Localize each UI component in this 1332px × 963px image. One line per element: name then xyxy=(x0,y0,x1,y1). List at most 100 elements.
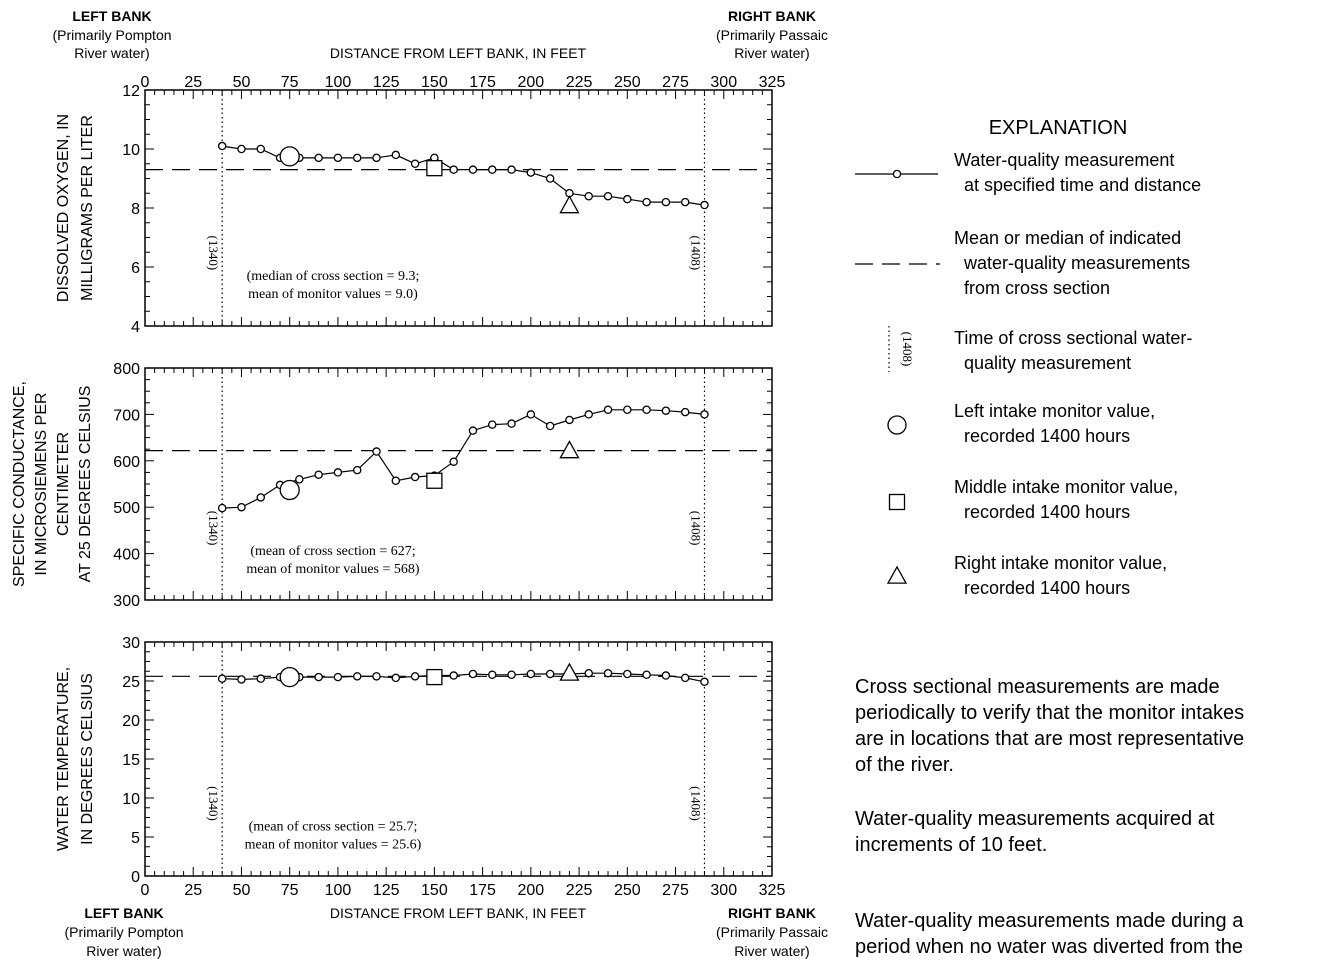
data-point xyxy=(603,668,613,678)
middle-monitor-marker xyxy=(426,160,443,177)
data-point xyxy=(700,410,709,419)
right-bank-label-bottom: RIGHT BANK xyxy=(728,905,816,921)
right-monitor-marker xyxy=(559,662,580,681)
data-point xyxy=(410,472,420,482)
data-point xyxy=(352,465,362,475)
data-point xyxy=(526,168,536,177)
left-bank-sub2-bottom: River water) xyxy=(86,943,161,959)
y-tick-label: 300 xyxy=(113,593,140,610)
time-end-label: (1408) xyxy=(688,236,703,271)
x-tick-label: 75 xyxy=(281,882,299,899)
data-point xyxy=(488,165,497,174)
right-bank-sub2-top: River water) xyxy=(734,45,809,61)
x-tick-label: 50 xyxy=(233,882,251,899)
data-point xyxy=(468,165,478,174)
y-axis-label: IN MICROSIEMENS PER xyxy=(33,392,50,575)
data-point xyxy=(449,165,458,174)
x-tick-label: 125 xyxy=(373,882,400,899)
note-increments: Water-quality measurements acquired at i… xyxy=(855,806,1214,858)
data-point xyxy=(661,671,671,680)
left-bank-sub1-top: (Primarily Pompton xyxy=(52,27,171,43)
middle-monitor-marker xyxy=(426,668,443,686)
data-point xyxy=(507,165,516,174)
data-point xyxy=(488,670,497,680)
data-point xyxy=(642,670,651,680)
data-point xyxy=(391,150,401,160)
data-point xyxy=(217,674,227,683)
data-point xyxy=(449,671,458,680)
legend-text: from cross section xyxy=(964,278,1110,298)
y-axis-label: AT 25 DEGREES CELSIUS xyxy=(77,386,94,583)
data-point xyxy=(623,405,632,415)
x-tick-label: 225 xyxy=(566,882,593,899)
data-point xyxy=(468,669,478,679)
note-line: increments of 10 feet. xyxy=(855,834,1048,856)
right-bank-sub1-bottom: (Primarily Passaic xyxy=(716,924,828,940)
data-point xyxy=(507,670,516,680)
x-tick-label: 275 xyxy=(662,74,689,91)
left-monitor-marker xyxy=(279,666,300,688)
y-axis-label: DISSOLVED OXYGEN, IN xyxy=(55,114,72,302)
left-bank-label-bottom: LEFT BANK xyxy=(84,905,163,921)
data-point xyxy=(333,153,343,163)
legend-text: recorded 1400 hours xyxy=(964,502,1130,522)
data-point xyxy=(237,675,246,684)
x-tick-label: 25 xyxy=(184,882,202,899)
data-point xyxy=(372,153,381,163)
note-line: Water-quality measurements made during a xyxy=(855,910,1244,932)
legend-item-dashed-line: Mean or median of indicated water-quality… xyxy=(855,228,1190,298)
legend-item-circle: Left intake monitor value, recorded 1400 … xyxy=(887,401,1155,446)
y-tick-label: 5 xyxy=(131,830,140,847)
x-tick-label: 300 xyxy=(710,882,737,899)
explanation-legend: EXPLANATION Water-quality measurement at … xyxy=(855,117,1201,598)
data-point xyxy=(410,672,420,681)
data-point xyxy=(680,673,690,683)
x-tick-label: 200 xyxy=(517,882,544,899)
x-tick-label: 300 xyxy=(710,74,737,91)
y-tick-label: 6 xyxy=(131,260,140,277)
x-tick-label: 100 xyxy=(325,74,352,91)
legend-text: Right intake monitor value, xyxy=(954,553,1167,573)
plot-frame xyxy=(144,89,773,327)
data-point xyxy=(217,503,227,513)
time-end-label: (1408) xyxy=(688,786,703,821)
x-tick-label: 150 xyxy=(421,74,448,91)
annotation-line: mean of monitor values = 9.0) xyxy=(248,287,418,302)
note-diversion: Water-quality measurements made during a… xyxy=(855,908,1243,960)
data-point xyxy=(680,197,690,207)
data-point xyxy=(565,415,574,425)
x-tick-label: 200 xyxy=(517,74,544,91)
y-tick-label: 15 xyxy=(122,752,140,769)
legend-square-symbol xyxy=(888,493,906,511)
legend-item-line-with-dots: Water-quality measurement at specified ti… xyxy=(855,150,1201,195)
y-tick-label: 600 xyxy=(113,454,140,471)
left-bank-label-top: LEFT BANK xyxy=(72,8,151,24)
left-monitor-marker xyxy=(279,146,300,167)
data-point xyxy=(314,470,323,479)
data-point xyxy=(603,405,613,415)
x-tick-label: 225 xyxy=(566,74,593,91)
data-point xyxy=(333,672,343,682)
data-point xyxy=(352,672,362,681)
data-point xyxy=(295,475,304,484)
left-monitor-marker xyxy=(279,479,300,501)
data-point xyxy=(391,673,401,683)
y-tick-label: 30 xyxy=(122,635,140,652)
annotation-line: (mean of cross section = 25.7; xyxy=(249,819,418,834)
legend-item-square: Middle intake monitor value, recorded 140… xyxy=(888,477,1178,522)
note-line: of the river. xyxy=(855,754,954,776)
annotation-line: (mean of cross section = 627; xyxy=(250,544,415,559)
y-tick-label: 10 xyxy=(122,791,140,808)
legend-point-symbol xyxy=(892,169,902,179)
y-tick-label: 700 xyxy=(113,407,140,424)
bottom-header: LEFT BANK (Primarily Pompton River water… xyxy=(64,905,828,959)
legend-text: Middle intake monitor value, xyxy=(954,477,1178,497)
y-tick-label: 4 xyxy=(131,319,140,336)
note-line: are in locations that are most represent… xyxy=(855,728,1245,750)
y-tick-label: 800 xyxy=(113,361,140,378)
legend-item-dotted-vertical: (1408) Time of cross sectional water-qual… xyxy=(888,326,1192,373)
data-point xyxy=(700,200,709,210)
data-point xyxy=(217,141,227,151)
